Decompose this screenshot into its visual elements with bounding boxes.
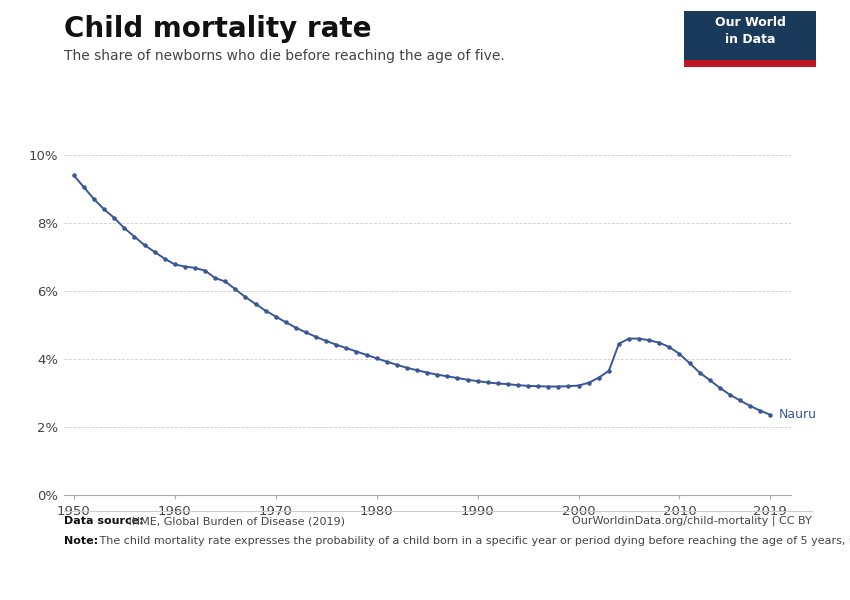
Text: Data source:: Data source: bbox=[64, 516, 144, 526]
Text: The child mortality rate expresses the probability of a child born in a specific: The child mortality rate expresses the p… bbox=[96, 536, 850, 547]
Text: Child mortality rate: Child mortality rate bbox=[64, 15, 371, 43]
Text: OurWorldinData.org/child-mortality | CC BY: OurWorldinData.org/child-mortality | CC … bbox=[572, 516, 812, 527]
Text: IHME, Global Burden of Disease (2019): IHME, Global Burden of Disease (2019) bbox=[125, 516, 345, 526]
Text: Note:: Note: bbox=[64, 536, 98, 547]
Text: The share of newborns who die before reaching the age of five.: The share of newborns who die before rea… bbox=[64, 49, 505, 63]
Text: Our World
in Data: Our World in Data bbox=[715, 16, 785, 46]
Text: Nauru: Nauru bbox=[779, 408, 816, 421]
